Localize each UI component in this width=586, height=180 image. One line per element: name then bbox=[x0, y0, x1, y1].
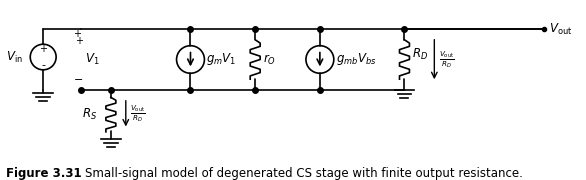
Text: $R_D$: $R_D$ bbox=[413, 47, 428, 62]
Text: Small-signal model of degenerated CS stage with finite output resistance.: Small-signal model of degenerated CS sta… bbox=[70, 167, 523, 180]
Text: −: − bbox=[74, 75, 84, 85]
Text: $R_S$: $R_S$ bbox=[82, 107, 97, 122]
Text: -: - bbox=[41, 60, 45, 70]
Text: $V_1$: $V_1$ bbox=[85, 52, 100, 67]
Text: $g_m V_1$: $g_m V_1$ bbox=[206, 51, 237, 68]
Text: $g_{mb}V_{bs}$: $g_{mb}V_{bs}$ bbox=[336, 51, 376, 68]
Text: $\frac{V_{\mathrm{out}}}{R_D}$: $\frac{V_{\mathrm{out}}}{R_D}$ bbox=[130, 103, 145, 124]
Text: $r_O$: $r_O$ bbox=[263, 52, 276, 67]
Text: +: + bbox=[73, 29, 81, 39]
Text: $\frac{V_{\mathrm{out}}}{R_D}$: $\frac{V_{\mathrm{out}}}{R_D}$ bbox=[440, 49, 455, 70]
Text: +: + bbox=[39, 44, 47, 54]
Text: $V_{\mathrm{out}}$: $V_{\mathrm{out}}$ bbox=[548, 21, 572, 37]
Text: Figure 3.31: Figure 3.31 bbox=[6, 167, 81, 180]
Text: +: + bbox=[75, 36, 83, 46]
Text: $V_{\mathrm{in}}$: $V_{\mathrm{in}}$ bbox=[6, 50, 23, 65]
